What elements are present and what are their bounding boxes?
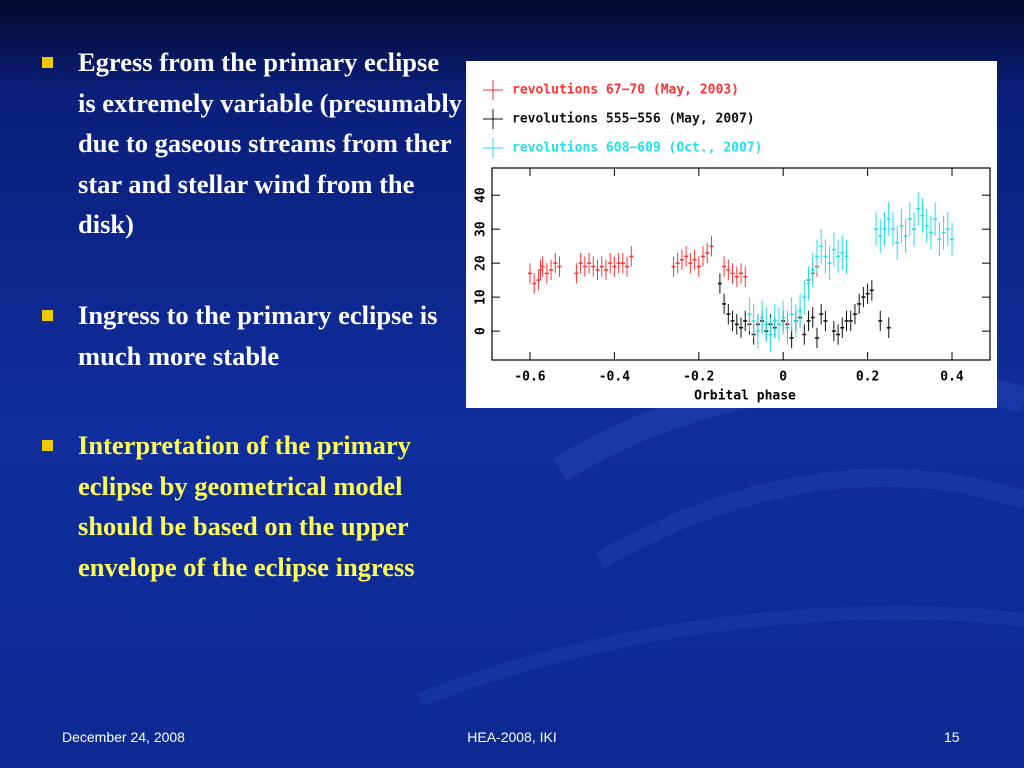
x-tick-label: 0.2 [856,370,879,385]
y-tick-label: 40 [474,187,489,203]
x-tick-label: -0.4 [599,370,630,385]
bullet-text: Egress from the primary eclipse is extre… [78,47,462,240]
bullet: Egress from the primary eclipse is extre… [42,42,462,245]
y-tick-label: 20 [474,255,489,271]
footer-date: December 24, 2008 [62,729,185,745]
bullet: Interpretation of the primary eclipse by… [42,425,462,587]
y-tick-label: 30 [474,221,489,237]
bullet: Ingress to the primary eclipse is much m… [42,295,462,376]
x-tick-label: 0 [779,370,787,385]
y-tick-label: 0 [474,327,489,335]
legend-label: revolutions 555−556 (May, 2007) [512,112,755,127]
x-tick-label: -0.6 [514,370,545,385]
legend-label: revolutions 67−70 (May, 2003) [512,83,739,98]
plot-frame [491,167,991,361]
bullet-text: Ingress to the primary eclipse is much m… [78,300,438,371]
legend-label: revolutions 608−609 (Oct., 2007) [512,141,762,156]
bullet-text: Interpretation of the primary eclipse by… [78,430,415,582]
x-tick-label: -0.2 [683,370,714,385]
x-axis-label: Orbital phase [694,389,796,404]
page-number: 15 [944,729,960,745]
footer-center: HEA-2008, IKI [467,729,557,745]
chart: Orbital phase -0.6 -0.4 -0.2 0 0.2 0.4 0 10 20 30… [466,61,997,408]
x-tick-label: 0.4 [940,370,964,385]
y-tick-label: 10 [474,289,489,305]
